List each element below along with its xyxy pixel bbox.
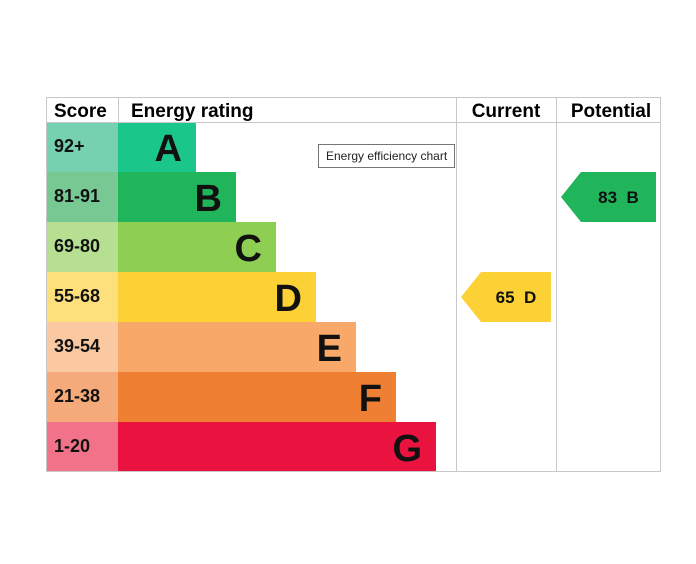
rating-letter: C — [235, 228, 262, 270]
rating-bar — [118, 222, 276, 272]
score-cell — [46, 172, 118, 222]
current-rating-arrow-label: 65 D — [496, 288, 537, 307]
band-f: 21-38 F — [46, 372, 396, 422]
band-c: 69-80 C — [46, 222, 276, 272]
score-cell — [46, 322, 118, 372]
score-cell — [46, 372, 118, 422]
score-range-label: 69-80 — [54, 236, 100, 256]
potential-rating-arrow-label: 83 B — [598, 188, 639, 207]
header-potential: Potential — [571, 101, 651, 122]
header-score: Score — [54, 101, 107, 122]
rating-bar — [118, 422, 436, 472]
score-range-label: 1-20 — [54, 436, 90, 456]
rating-letter: F — [359, 378, 382, 420]
current-rating-arrow: 65 D — [461, 272, 551, 322]
header-current: Current — [472, 101, 541, 122]
rating-bar — [118, 372, 396, 422]
rating-letter: E — [317, 328, 342, 370]
rating-letter: B — [195, 178, 222, 220]
score-range-label: 21-38 — [54, 386, 100, 406]
score-range-label: 81-91 — [54, 186, 100, 206]
score-cell — [46, 422, 118, 472]
rating-letter: A — [155, 128, 182, 170]
score-range-label: 92+ — [54, 136, 85, 156]
band-e: 39-54 E — [46, 322, 356, 372]
tooltip: Energy efficiency chart — [318, 144, 456, 168]
potential-rating-arrow: 83 B — [561, 172, 656, 222]
rating-letter: D — [275, 278, 302, 320]
band-a: 92+ A — [46, 122, 196, 172]
rating-bar — [118, 122, 196, 172]
band-b: 81-91 B — [46, 172, 236, 222]
band-g: 1-20 G — [46, 422, 436, 472]
current-rating-arrow-shape — [461, 272, 551, 322]
score-range-label: 55-68 — [54, 286, 100, 306]
score-cell — [46, 122, 118, 172]
rating-bar — [118, 322, 356, 372]
score-cell — [46, 222, 118, 272]
rating-letter: G — [392, 428, 422, 470]
score-range-label: 39-54 — [54, 336, 100, 356]
band-d: 55-68 D — [46, 272, 316, 322]
rating-bar — [118, 172, 236, 222]
rating-bar — [118, 272, 316, 322]
score-cell — [46, 272, 118, 322]
header-energy-rating: Energy rating — [131, 101, 253, 122]
potential-rating-arrow-shape — [561, 172, 656, 222]
